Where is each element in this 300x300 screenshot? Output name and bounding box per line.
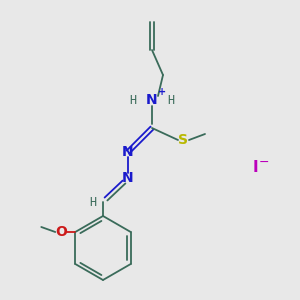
Text: −: −	[259, 155, 269, 169]
Text: I: I	[252, 160, 258, 175]
Text: N: N	[146, 93, 158, 107]
Text: H: H	[89, 196, 97, 208]
Text: +: +	[158, 87, 166, 97]
Text: S: S	[178, 133, 188, 147]
Text: O: O	[55, 225, 67, 239]
Text: H: H	[129, 94, 137, 106]
Text: N: N	[122, 145, 134, 159]
Text: N: N	[122, 171, 134, 185]
Text: H: H	[167, 94, 175, 106]
